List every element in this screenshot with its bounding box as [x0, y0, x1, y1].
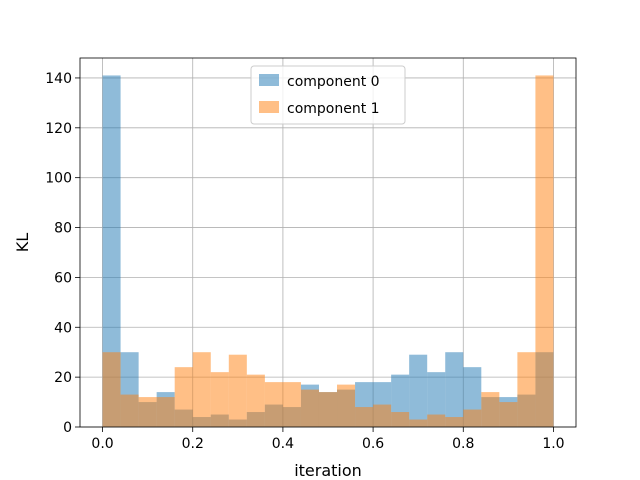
histogram-bar — [463, 409, 482, 427]
histogram-bar — [120, 394, 139, 427]
histogram-bar — [264, 382, 283, 427]
y-tick-label: 100 — [45, 171, 72, 187]
histogram-bar — [373, 404, 392, 427]
y-axis-ticks: 0 20 40 60 80 100 120 140 — [45, 71, 80, 436]
legend-swatch — [259, 74, 279, 86]
histogram-bar — [445, 417, 464, 427]
histogram-bar — [138, 397, 157, 427]
histogram-bar — [409, 354, 428, 427]
legend-label: component 0 — [287, 74, 380, 90]
x-tick-label: 0.6 — [362, 436, 384, 452]
histogram-bars — [102, 75, 554, 428]
x-tick-label: 1.0 — [542, 436, 564, 452]
series-1-bars — [102, 75, 554, 428]
legend-frame — [250, 65, 406, 125]
histogram-bar — [481, 392, 500, 427]
histogram-bar — [391, 412, 410, 427]
histogram-bar — [535, 75, 554, 428]
histogram-bar — [192, 352, 211, 427]
y-tick-label: 40 — [54, 320, 72, 336]
histogram-bar — [355, 407, 374, 427]
histogram-bar — [156, 397, 175, 427]
histogram-bar — [427, 372, 446, 427]
histogram-bar — [102, 352, 121, 427]
histogram-bar — [499, 402, 518, 427]
legend: component 0 component 1 — [250, 65, 406, 125]
histogram-bar — [102, 75, 121, 428]
histogram-bar — [427, 414, 446, 427]
y-tick-label: 60 — [54, 270, 72, 286]
x-tick-label: 0.0 — [91, 436, 113, 452]
plot-frame — [79, 57, 577, 428]
y-tick-label: 0 — [63, 420, 72, 436]
histogram-bar — [318, 392, 338, 427]
x-tick-label: 0.4 — [272, 436, 294, 452]
y-tick-label: 80 — [54, 221, 72, 237]
histogram-bar — [246, 374, 265, 427]
histogram-bar — [445, 352, 464, 427]
legend-label: component 1 — [287, 101, 380, 117]
histogram-bar — [282, 382, 301, 427]
x-tick-label: 0.2 — [182, 436, 204, 452]
histogram-bar — [337, 384, 356, 427]
x-tick-label: 0.8 — [452, 436, 474, 452]
legend-swatch — [259, 101, 279, 113]
histogram-bar — [210, 372, 229, 427]
histogram-bar — [228, 354, 247, 427]
y-axis-label: KL — [13, 233, 32, 252]
y-tick-label: 20 — [54, 370, 72, 386]
y-tick-label: 140 — [45, 71, 72, 87]
y-tick-label: 120 — [45, 121, 72, 137]
histogram-bar — [409, 419, 428, 427]
x-axis-ticks: 0.0 0.2 0.4 0.6 0.8 1.0 — [91, 427, 565, 452]
histogram-bar — [517, 352, 536, 427]
x-axis-label: iteration — [294, 461, 362, 480]
histogram-bar — [174, 367, 193, 427]
histogram-bar — [300, 389, 319, 427]
